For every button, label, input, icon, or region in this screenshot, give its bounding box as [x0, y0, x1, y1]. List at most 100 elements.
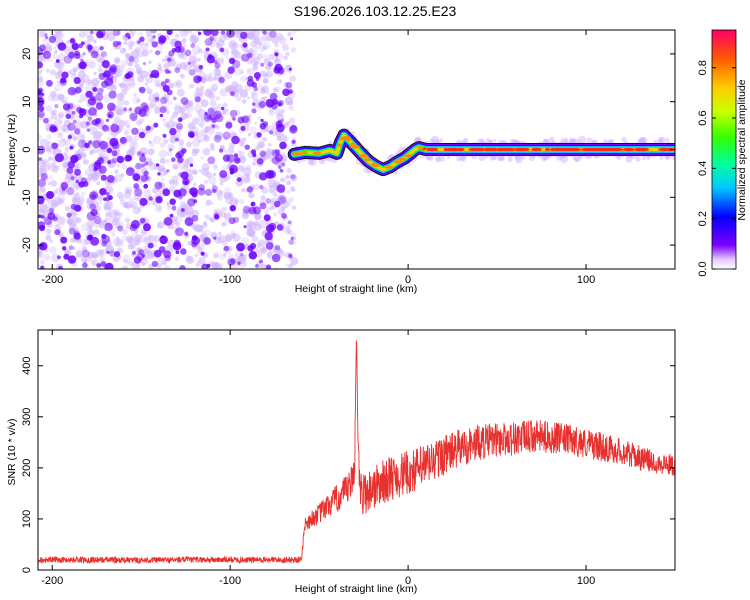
noise-speckle: [85, 78, 93, 87]
noise-speckle: [128, 45, 133, 51]
colorbar-ticks: 0.0 0.2 0.4 0.6 0.8: [697, 60, 736, 277]
noise-speckle: [133, 193, 142, 201]
noise-blob: [219, 47, 225, 53]
noise-speckle: [134, 234, 143, 242]
noise-blob: [226, 154, 235, 163]
noise-speckle: [45, 68, 50, 73]
noise-speckle: [156, 222, 164, 229]
noise-speckle: [46, 134, 52, 140]
spectrogram-x-axis-label: Height of straight line (km): [295, 283, 418, 295]
noise-speckle: [286, 180, 291, 186]
noise-speckle: [64, 146, 70, 152]
noise-speckle: [247, 132, 252, 137]
noise-speckle: [104, 200, 114, 210]
noise-speckle: [285, 121, 291, 126]
noise-speckle: [231, 81, 238, 88]
noise-speckle: [118, 83, 122, 87]
noise-speckle: [72, 113, 82, 122]
noise-blob: [288, 253, 293, 258]
noise-blob: [165, 69, 170, 74]
noise-speckle: [200, 156, 204, 160]
noise-blob: [65, 113, 72, 120]
noise-blob: [54, 153, 64, 163]
noise-speckle: [77, 133, 86, 142]
noise-blob: [108, 90, 117, 99]
noise-blob: [112, 30, 121, 37]
ridge-halo-speckle: [429, 138, 436, 145]
noise-speckle: [228, 40, 238, 50]
noise-speckle: [194, 37, 200, 43]
noise-blob: [274, 153, 283, 162]
noise-speckle: [162, 167, 166, 171]
noise-speckle: [125, 203, 130, 209]
noise-blob: [71, 110, 76, 115]
noise-speckle: [289, 185, 296, 192]
noise-speckle: [198, 234, 205, 242]
noise-speckle: [106, 32, 116, 42]
noise-speckle: [207, 76, 214, 82]
noise-blob: [166, 89, 173, 96]
y-tick-label: 0: [21, 146, 33, 152]
chart-title: S196.2026.103.12.25.E23: [294, 3, 457, 19]
noise-speckle: [120, 59, 128, 67]
noise-speckle: [45, 105, 53, 112]
noise-speckle: [223, 253, 227, 257]
ridge-core: [495, 147, 507, 152]
noise-speckle: [194, 148, 200, 154]
noise-speckle: [266, 153, 271, 159]
noise-speckle: [46, 221, 53, 228]
spectrogram-y-ticks: -20 -10 0 10 20: [21, 48, 675, 253]
noise-blob: [52, 216, 58, 222]
noise-blob: [69, 145, 74, 150]
noise-blob: [96, 31, 104, 39]
noise-blob: [88, 107, 97, 116]
x-tick-label: -100: [219, 575, 241, 587]
noise-speckle: [248, 48, 254, 54]
noise-blob: [274, 63, 283, 72]
noise-blob: [197, 187, 206, 196]
noise-blob: [60, 181, 69, 190]
noise-speckle: [116, 191, 124, 199]
noise-speckle: [276, 110, 283, 117]
noise-blob: [87, 116, 93, 121]
noise-speckle: [129, 82, 136, 89]
noise-blob: [39, 44, 46, 52]
noise-blob: [288, 67, 292, 71]
ridge-halo-speckle: [548, 136, 555, 143]
noise-speckle: [228, 142, 235, 149]
noise-speckle: [164, 171, 169, 175]
noise-blob: [142, 105, 150, 112]
noise-speckle: [57, 53, 66, 62]
noise-speckle: [288, 263, 293, 269]
noise-speckle: [49, 110, 55, 116]
noise-speckle: [267, 148, 276, 157]
noise-speckle: [157, 257, 165, 266]
noise-speckle: [163, 138, 169, 144]
noise-speckle: [116, 108, 124, 116]
noise-speckle: [88, 61, 97, 69]
noise-blob: [157, 172, 161, 176]
noise-speckle: [192, 170, 198, 175]
noise-speckle: [268, 109, 275, 117]
noise-speckle: [188, 84, 193, 89]
noise-blob: [67, 86, 77, 96]
noise-speckle: [139, 70, 149, 79]
noise-speckle: [53, 117, 63, 127]
noise-speckle: [124, 217, 130, 223]
noise-blob: [197, 31, 202, 36]
noise-speckle: [278, 134, 288, 143]
noise-blob: [228, 57, 236, 64]
ridge-halo-speckle: [515, 155, 523, 164]
noise-speckle: [250, 232, 256, 238]
noise-speckle: [214, 131, 223, 140]
noise-speckle: [71, 212, 78, 219]
noise-speckle: [200, 114, 210, 124]
noise-blob: [214, 214, 220, 220]
noise-blob: [70, 154, 79, 164]
noise-speckle: [208, 35, 212, 39]
noise-speckle: [56, 131, 64, 139]
noise-blob: [82, 249, 90, 258]
noise-blob: [282, 88, 290, 97]
noise-speckle: [221, 240, 228, 247]
noise-speckle: [141, 49, 149, 57]
